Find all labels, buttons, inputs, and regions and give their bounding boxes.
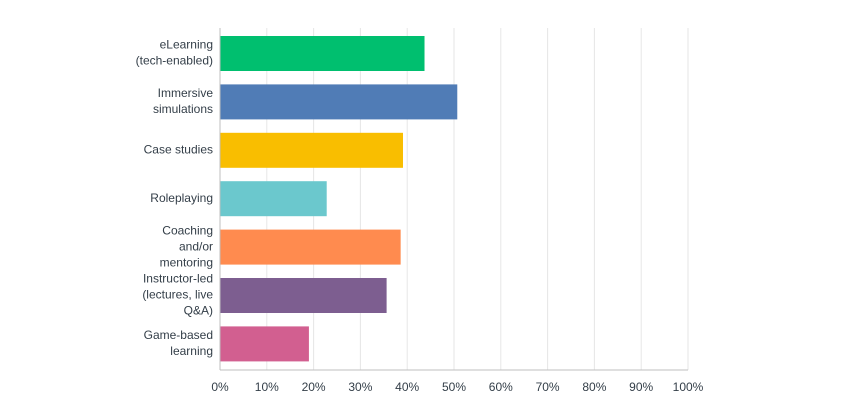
- x-tick-label: 60%: [489, 380, 513, 394]
- category-labels: eLearning (tech-enabled) Immersive simulati…: [136, 38, 214, 358]
- bar-7: [220, 326, 309, 362]
- category-label-5: Coaching and/or mentoring: [160, 223, 213, 269]
- bar-2: [220, 84, 458, 120]
- category-label-6: Instructor-led (lectures, live Q&A): [142, 272, 213, 318]
- bars: [220, 36, 458, 362]
- x-tick-label: 30%: [348, 380, 372, 394]
- x-tick-label: 90%: [629, 380, 653, 394]
- bar-3: [220, 132, 403, 168]
- category-label-1: eLearning (tech-enabled): [136, 38, 213, 68]
- x-tick-label: 20%: [302, 380, 326, 394]
- bar-4: [220, 181, 327, 217]
- x-tick-label: 70%: [536, 380, 560, 394]
- category-label-4: Roleplaying: [150, 191, 213, 205]
- x-axis-tick-labels: 0% 10% 20% 30% 40% 50% 60% 70% 80% 90% 100%: [211, 380, 703, 394]
- x-tick-label: 40%: [395, 380, 419, 394]
- x-tick-label: 80%: [582, 380, 606, 394]
- gridlines: [266, 28, 689, 370]
- x-tick-label: 0%: [211, 380, 229, 394]
- x-tick-label: 50%: [442, 380, 466, 394]
- bar-1: [220, 36, 425, 71]
- category-label-3: Case studies: [144, 142, 213, 156]
- category-label-2: Immersive simulations: [153, 86, 213, 116]
- x-tick-label: 10%: [255, 380, 279, 394]
- bar-5: [220, 229, 401, 265]
- category-label-7: Game-based learning: [144, 328, 213, 358]
- bar-6: [220, 278, 387, 313]
- x-tick-label: 100%: [673, 380, 704, 394]
